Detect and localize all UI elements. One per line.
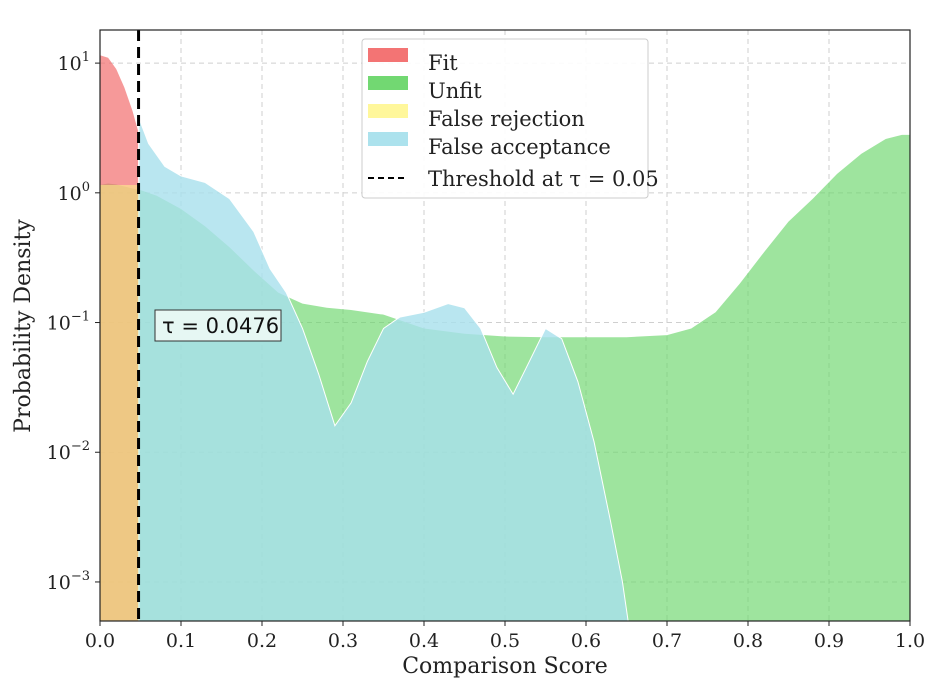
legend-swatch-fit (368, 48, 408, 62)
x-tick-label: 0.1 (166, 630, 196, 652)
legend-swatch-false-acceptance (368, 132, 408, 146)
annotation-box (154, 309, 282, 342)
x-tick-label: 1.0 (895, 630, 925, 652)
threshold-annotation: τ = 0.0476 (154, 309, 282, 342)
annotation-text: τ = 0.0476 (162, 314, 279, 338)
legend-label-fit: Fit (428, 51, 458, 75)
x-axis: 0.0 0.1 0.2 0.3 0.4 0.5 0.6 0.7 0.8 0.9 1.0 (85, 621, 925, 652)
x-tick-label: 0.5 (490, 630, 520, 652)
legend-label-false-rejection: False rejection (428, 107, 585, 131)
y-tick-label: 100 (58, 180, 90, 205)
x-axis-label: Comparison Score (402, 654, 608, 679)
y-axis-label: Probability Density (11, 219, 36, 433)
x-tick-label: 0.6 (571, 630, 601, 652)
legend-label-false-acceptance: False acceptance (428, 135, 611, 159)
x-tick-label: 0.8 (733, 630, 763, 652)
legend-swatch-false-rejection (368, 104, 408, 118)
area-false-rejection (100, 184, 139, 621)
density-areas (100, 55, 910, 621)
x-tick-label: 0.3 (328, 630, 358, 652)
y-tick-label: 10−2 (47, 439, 90, 464)
legend-label-unfit: Unfit (428, 79, 482, 103)
x-tick-label: 0.9 (814, 630, 844, 652)
legend-box (361, 38, 649, 199)
y-axis: 101 100 10−1 10−2 10−3 (47, 50, 100, 594)
y-tick-label: 10−1 (47, 310, 90, 335)
legend-label-threshold: Threshold at τ = 0.05 (428, 167, 659, 191)
y-tick-label: 101 (58, 50, 90, 75)
legend: Fit Unfit False rejection False acceptan… (361, 38, 659, 199)
x-tick-label: 0.7 (652, 630, 682, 652)
x-tick-label: 0.2 (247, 630, 277, 652)
area-false-acceptance (138, 119, 629, 621)
legend-swatch-unfit (368, 76, 408, 90)
x-tick-label: 0.4 (409, 630, 439, 652)
x-tick-label: 0.0 (85, 630, 115, 652)
y-tick-label: 10−3 (47, 569, 90, 594)
